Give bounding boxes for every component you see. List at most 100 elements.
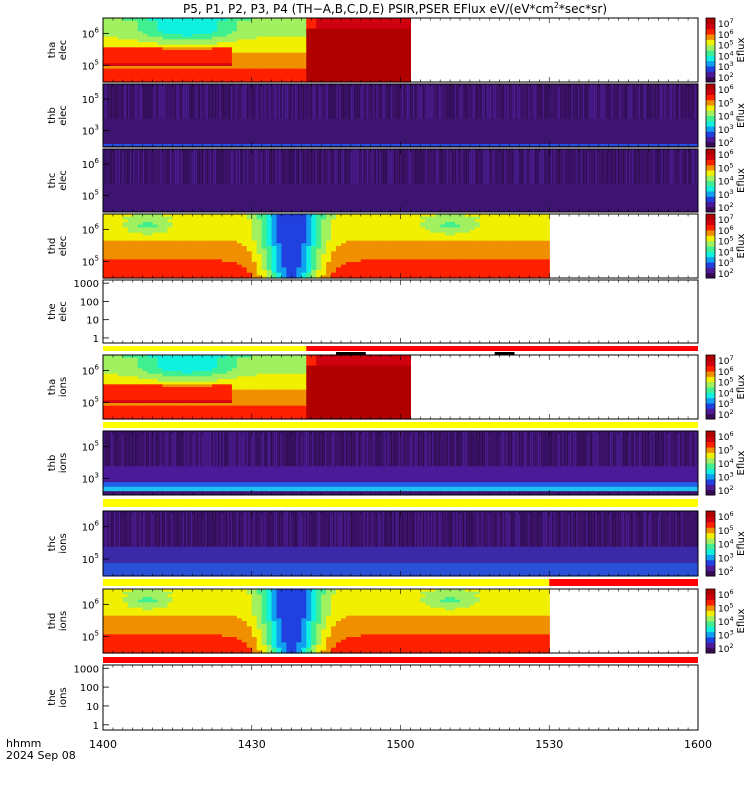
heatmap-cell — [400, 31, 407, 35]
heatmap-cell — [207, 44, 213, 48]
heatmap-cell — [544, 214, 550, 218]
heatmap-cell — [222, 68, 228, 72]
heatmap-cell — [425, 256, 431, 260]
heatmap-cell — [316, 18, 322, 22]
heatmap-cell — [122, 256, 129, 260]
heatmap-cell — [296, 264, 302, 268]
noise-streak — [192, 84, 194, 119]
noise-streak — [455, 84, 456, 119]
heatmap-cell — [202, 240, 208, 244]
noise-streak — [480, 149, 482, 184]
heatmap-cell — [445, 227, 451, 231]
heatmap-cell — [350, 66, 357, 70]
heatmap-cell — [460, 254, 466, 258]
heatmap-cell — [301, 55, 307, 59]
heatmap-cell — [187, 20, 193, 24]
heatmap-cell — [400, 28, 407, 32]
heatmap-cell — [117, 26, 124, 30]
heatmap-cell — [355, 28, 362, 32]
heatmap-cell — [370, 248, 377, 252]
heatmap-cell — [306, 219, 312, 223]
heatmap-cell — [202, 216, 208, 220]
heatmap-cell — [177, 222, 183, 226]
heatmap-cell — [142, 60, 149, 64]
heatmap-cell — [117, 71, 124, 75]
heatmap-cell — [256, 79, 263, 83]
heatmap-cell — [266, 60, 273, 64]
heatmap-cell — [212, 18, 218, 22]
heatmap-cell — [494, 240, 501, 244]
heatmap-cell — [251, 262, 258, 266]
heatmap-cell — [127, 44, 134, 48]
heatmap-cell — [420, 243, 426, 247]
heatmap-cell — [122, 18, 129, 22]
heatmap-cell — [112, 230, 119, 234]
heatmap-cell — [157, 256, 164, 260]
heatmap-cell — [276, 58, 283, 62]
heatmap-cell — [499, 227, 506, 231]
heatmap-cell — [321, 259, 327, 263]
heatmap-cell — [202, 222, 208, 226]
heatmap-cell — [479, 275, 486, 279]
heatmap-cell — [261, 28, 268, 32]
heatmap-cell — [187, 47, 193, 51]
heatmap-cell — [311, 34, 317, 38]
heatmap-cell — [286, 251, 293, 255]
heatmap-cell — [132, 66, 139, 70]
colorbar-swatch — [706, 164, 715, 171]
heatmap-cell — [326, 18, 332, 22]
noise-streak — [507, 84, 509, 119]
noise-streak — [136, 149, 138, 184]
heatmap-cell — [400, 60, 407, 64]
heatmap-cell — [385, 235, 392, 239]
noise-streak — [571, 149, 573, 184]
heatmap-cell — [529, 230, 535, 234]
heatmap-cell — [405, 28, 412, 32]
heatmap-cell — [400, 248, 407, 252]
heatmap-cell — [127, 66, 134, 70]
heatmap-cell — [375, 256, 382, 260]
heatmap-cell — [157, 52, 164, 56]
heatmap-cell — [316, 222, 322, 226]
heatmap-cell — [222, 267, 228, 271]
heatmap-cell — [192, 262, 198, 266]
heatmap-cell — [132, 254, 139, 258]
noise-streak — [306, 149, 307, 184]
heatmap-cell — [464, 275, 471, 279]
heatmap-cell — [494, 256, 501, 260]
heatmap-cell — [326, 224, 332, 228]
heatmap-cell — [321, 71, 327, 75]
heatmap-cell — [360, 34, 367, 38]
heatmap-cell — [341, 71, 347, 75]
heatmap-cell — [385, 224, 392, 228]
noise-streak — [560, 149, 562, 184]
colorbar-label: Eflux — [736, 168, 747, 193]
heatmap-cell — [251, 219, 258, 223]
heatmap-cell — [231, 243, 238, 247]
heatmap-cell — [137, 39, 144, 43]
y-label-line: elec — [58, 40, 69, 61]
heatmap-cell — [271, 259, 278, 263]
noise-streak — [141, 149, 143, 184]
heatmap-cell — [276, 270, 283, 274]
heatmap-cell — [306, 224, 312, 228]
heatmap-cell — [326, 254, 332, 258]
heatmap-cell — [142, 20, 149, 24]
heatmap-cell — [296, 235, 302, 239]
heatmap-cell — [365, 47, 372, 51]
heatmap-cell — [445, 219, 451, 223]
heatmap-cell — [132, 68, 139, 72]
heatmap-cell — [484, 214, 491, 218]
heatmap-cell — [445, 270, 451, 274]
heatmap-cell — [147, 214, 154, 218]
noise-streak — [111, 84, 112, 119]
noise-streak — [667, 149, 669, 184]
heatmap-cell — [261, 20, 268, 24]
heatmap-cell — [157, 76, 164, 80]
heatmap-cell — [440, 240, 446, 244]
heatmap-cell — [306, 63, 312, 67]
heatmap-cell — [464, 243, 471, 247]
heatmap-cell — [231, 254, 238, 258]
noise-streak — [368, 84, 370, 119]
